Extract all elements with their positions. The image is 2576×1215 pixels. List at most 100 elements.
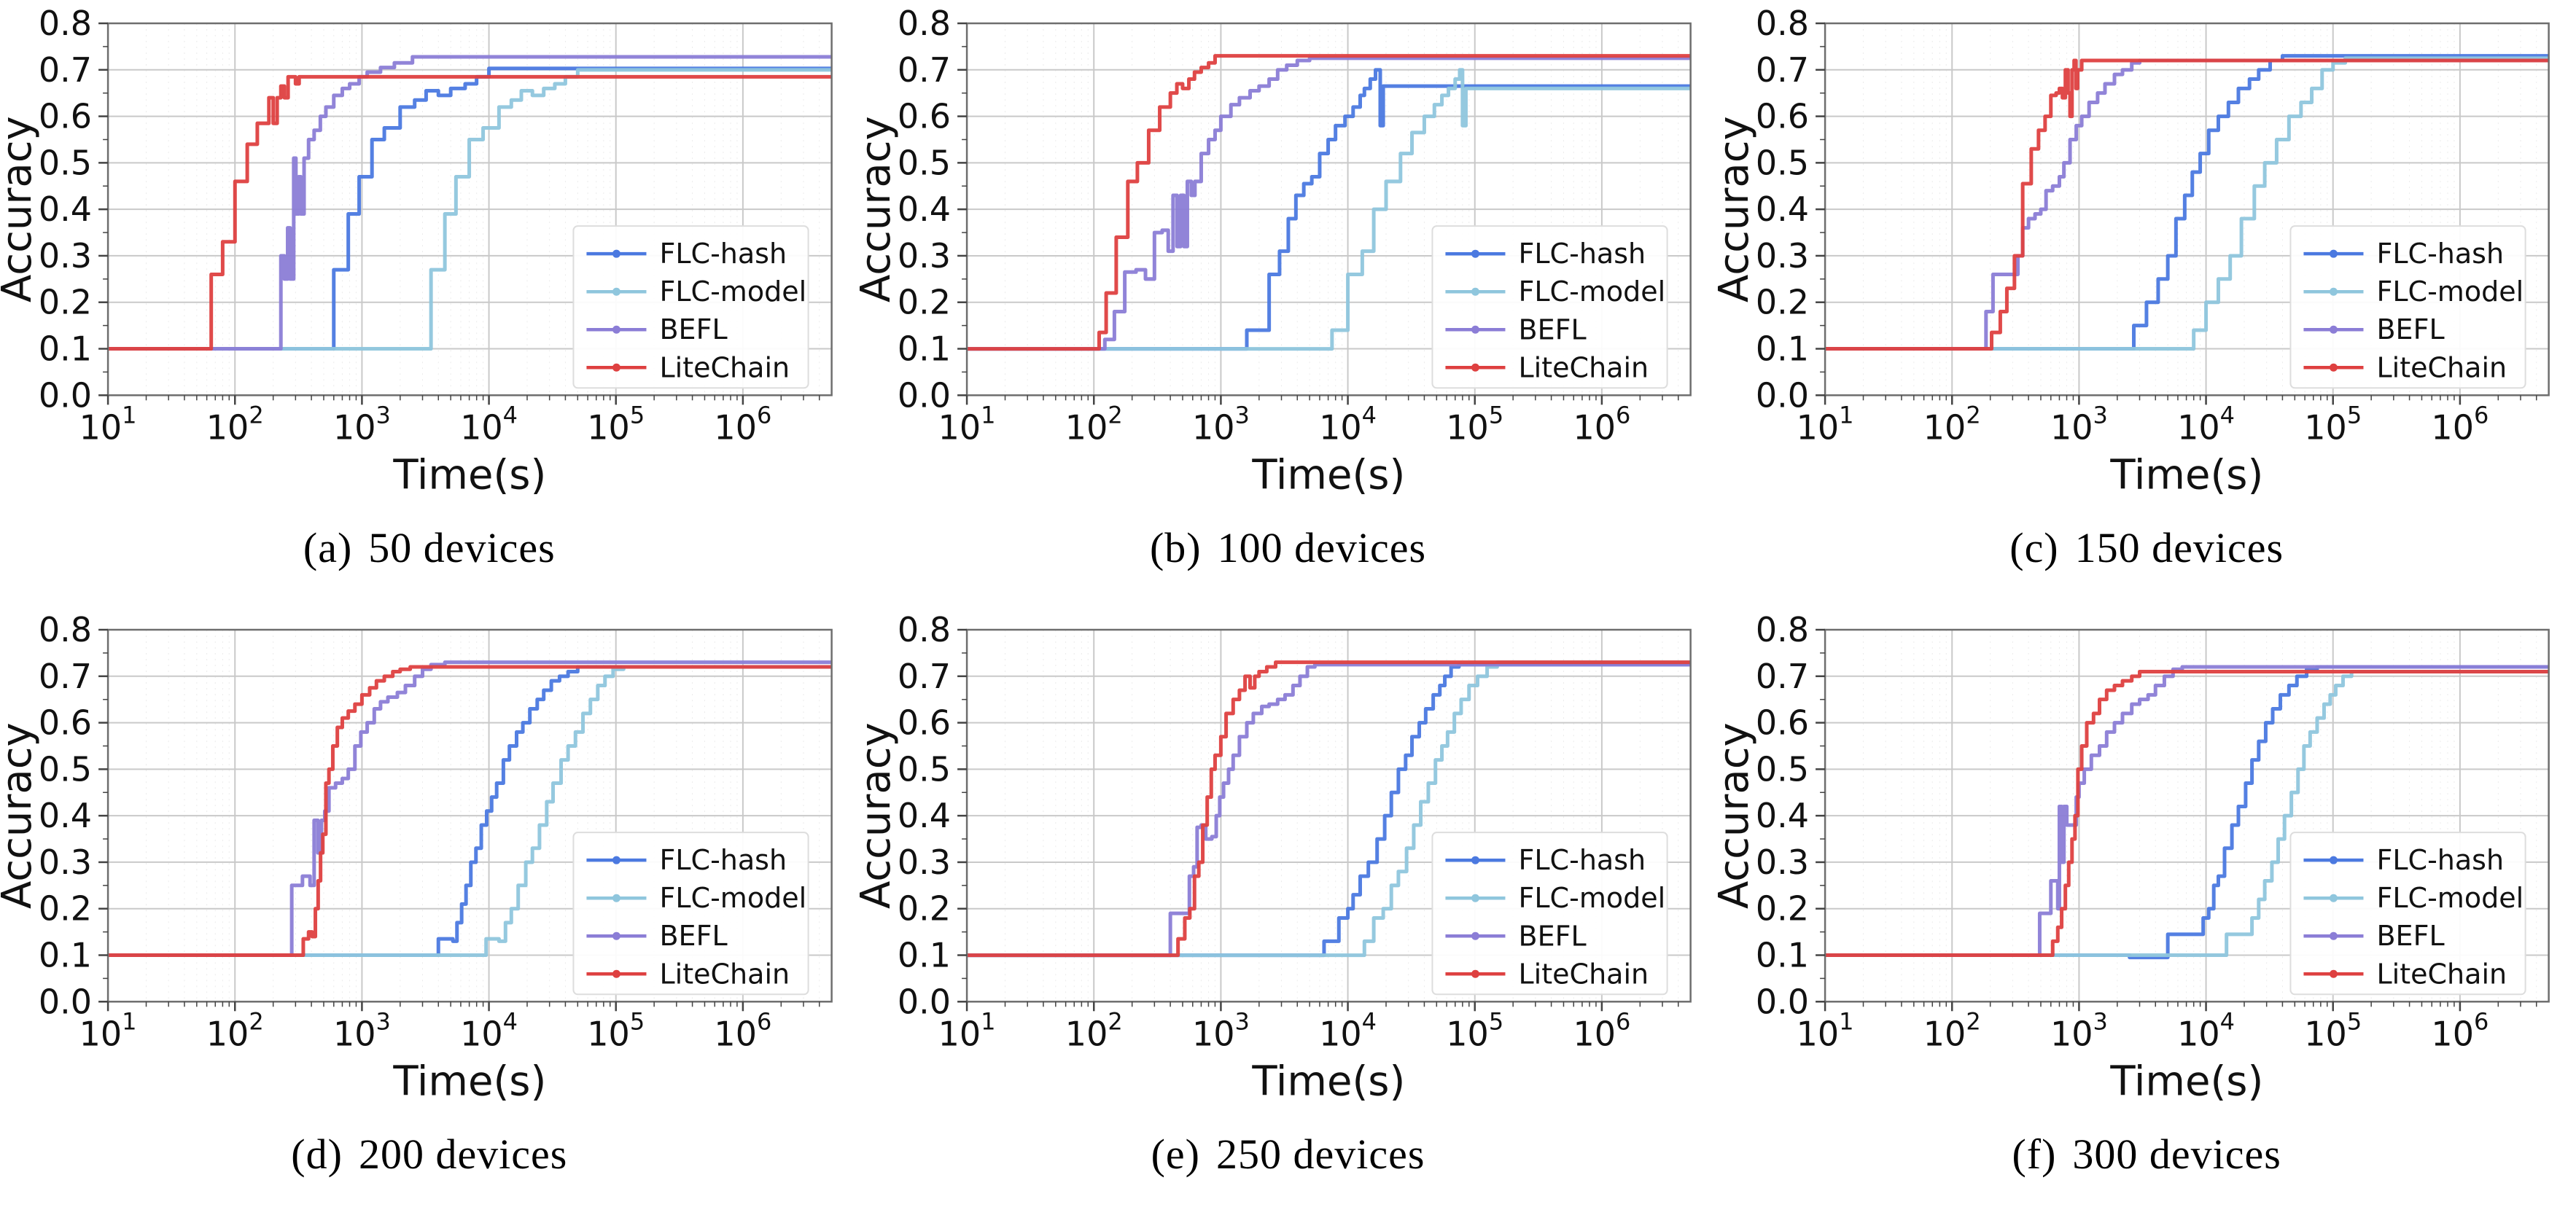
y-tick-label: 0.0: [1756, 982, 1809, 1021]
y-tick-label: 0.7: [1756, 50, 1809, 90]
x-tick-label: 106: [1573, 401, 1630, 447]
y-tick-label: 0.5: [898, 749, 951, 789]
axis-ticks: 101 102 103 104 105 1060.00.10.20.30.40.50.60…: [898, 4, 1679, 447]
x-tick-label: 106: [2432, 1007, 2489, 1053]
y-tick-label: 0.7: [39, 50, 92, 90]
y-tick-label: 0.4: [898, 190, 951, 229]
x-axis-label: Time(s): [1251, 1058, 1405, 1105]
legend-label: LiteChain: [659, 351, 790, 383]
legend-marker: [2330, 249, 2338, 258]
legend-marker: [1471, 249, 1479, 258]
subplot-caption: (e) 250 devices: [859, 1130, 1718, 1179]
y-tick-label: 0.2: [1756, 283, 1809, 322]
legend-label: FLC-model: [659, 882, 806, 914]
legend-marker: [1471, 325, 1479, 334]
subplot-caption: (a) 50 devices: [0, 523, 859, 572]
y-tick-label: 0.1: [39, 329, 92, 369]
legend-label: FLC-hash: [659, 844, 787, 876]
x-tick-label: 104: [2177, 401, 2235, 447]
y-tick-label: 0.8: [898, 610, 951, 649]
legend: FLC-hash FLC-model BEFL LiteChain: [572, 225, 809, 389]
series-line-FLC-model: [966, 68, 1691, 351]
x-axis-label: Time(s): [1251, 451, 1405, 499]
series-line-FLC-hash: [966, 662, 1691, 957]
series-line-LiteChain: [108, 665, 832, 957]
legend-marker: [2330, 931, 2338, 940]
x-tick-label: 105: [587, 1007, 645, 1053]
x-tick-label: 104: [1319, 1007, 1377, 1053]
caption-index-label: (a): [303, 524, 353, 572]
y-tick-label: 0.5: [39, 143, 92, 182]
subplot-cell: 101 102 103 104 105 106 0.0 0.1 0.2 0.3 0.4 0.5 0.6 0…: [0, 609, 859, 1215]
x-tick-label: 102: [1065, 1007, 1122, 1053]
legend-label: FLC-hash: [1518, 238, 1646, 270]
series-group: [966, 54, 1691, 351]
subplot-f: 101 102 103 104 105 1060.00.10.20.30.40.50.60…: [1717, 610, 2550, 1105]
legend-marker: [1471, 894, 1479, 902]
legend-label: BEFL: [659, 313, 727, 345]
subplot-d: 101 102 103 104 105 1060.00.10.20.30.40.50.60…: [0, 610, 833, 1105]
y-tick-label: 0.6: [39, 97, 92, 136]
legend-marker: [1471, 363, 1479, 372]
legend: FLC-hash FLC-model BEFL LiteChain: [2289, 831, 2526, 995]
caption-text: 250 devices: [1215, 1130, 1425, 1178]
legend-box: [572, 225, 809, 389]
subplot-caption: (d) 200 devices: [0, 1130, 859, 1179]
series-line-LiteChain: [1825, 58, 2549, 351]
subplot-caption: (f) 300 devices: [1717, 1130, 2576, 1179]
y-tick-label: 0.0: [39, 375, 92, 415]
x-tick-label: 105: [587, 401, 645, 447]
y-axis-label: Accuracy: [1717, 722, 1758, 909]
series-line-LiteChain: [966, 660, 1691, 957]
y-tick-label: 0.3: [39, 236, 92, 276]
series-line-FLC-model: [1825, 56, 2549, 351]
y-tick-label: 0.1: [39, 935, 92, 974]
legend-marker: [612, 287, 620, 296]
y-tick-label: 0.7: [1756, 656, 1809, 695]
y-tick-label: 0.4: [39, 190, 92, 229]
legend-marker: [612, 894, 620, 902]
y-tick-label: 0.6: [39, 703, 92, 742]
y-axis-label: Accuracy: [0, 722, 41, 909]
y-tick-label: 0.1: [1756, 935, 1809, 974]
y-tick-label: 0.3: [1756, 236, 1809, 276]
legend-marker: [2330, 856, 2338, 864]
series-line-BEFL: [966, 662, 1691, 957]
subplot-cell: 101 102 103 104 105 106 0.0 0.1 0.2 0.3 0.4 0.5 0.6 0…: [1717, 609, 2576, 1215]
legend-marker: [1471, 856, 1479, 864]
x-tick-label: 102: [1923, 401, 1981, 447]
x-tick-label: 103: [1192, 1007, 1250, 1053]
x-axis-label: Time(s): [2110, 1058, 2264, 1105]
x-tick-label: 102: [1065, 401, 1122, 447]
legend-marker: [612, 856, 620, 864]
caption-text: 150 devices: [2074, 524, 2284, 572]
legend-label: LiteChain: [2377, 958, 2507, 990]
y-tick-label: 0.6: [1756, 97, 1809, 136]
y-tick-label: 0.5: [1756, 749, 1809, 789]
x-axis-label: Time(s): [2110, 451, 2264, 499]
x-tick-label: 105: [1446, 401, 1503, 447]
x-tick-label: 102: [1923, 1007, 1981, 1053]
y-tick-label: 0.8: [1756, 4, 1809, 43]
legend-marker: [2330, 969, 2338, 978]
series-group: [108, 660, 832, 957]
x-tick-label: 102: [206, 401, 264, 447]
series-line-FLC-model: [108, 665, 832, 957]
x-tick-label: 106: [1573, 1007, 1630, 1053]
legend-marker: [612, 931, 620, 940]
y-tick-label: 0.2: [39, 888, 92, 928]
legend: FLC-hash FLC-model BEFL LiteChain: [572, 831, 809, 995]
legend-marker: [612, 969, 620, 978]
legend-marker: [1471, 931, 1479, 940]
x-tick-label: 105: [2305, 1007, 2362, 1053]
legend-marker: [612, 363, 620, 372]
y-tick-label: 0.7: [898, 50, 951, 90]
legend-label: BEFL: [2377, 313, 2445, 345]
y-tick-label: 0.7: [898, 656, 951, 695]
legend-label: LiteChain: [1518, 958, 1649, 990]
subplot-cell: 101 102 103 104 105 106 0.0 0.1 0.2 0.3 0.4 0.5 0.6 0…: [859, 3, 1718, 609]
subplot-e: 101 102 103 104 105 1060.00.10.20.30.40.50.60…: [859, 610, 1692, 1105]
series-group: [108, 55, 832, 351]
y-tick-label: 0.8: [39, 4, 92, 43]
